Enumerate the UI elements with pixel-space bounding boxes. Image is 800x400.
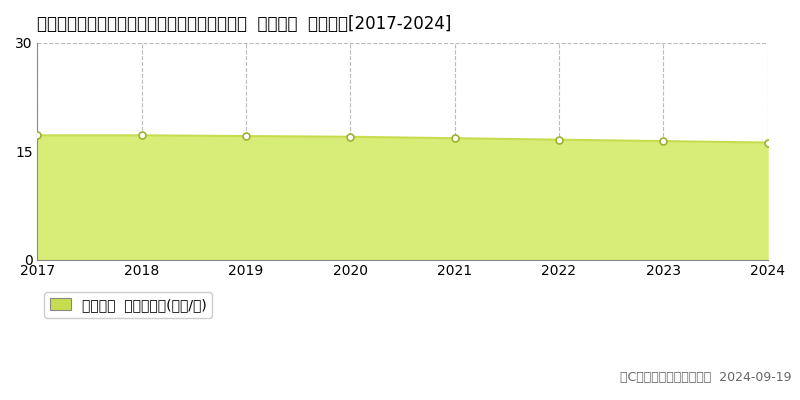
- Legend: 基準地価  平均坪単価(万円/坪): 基準地価 平均坪単価(万円/坪): [45, 292, 212, 318]
- Text: （C）土地価格ドットコム  2024-09-19: （C）土地価格ドットコム 2024-09-19: [621, 371, 792, 384]
- Text: 静岡県静岡市清水区草ヶ谷字足高２９９番７外  基準地価  地価推移[2017-2024]: 静岡県静岡市清水区草ヶ谷字足高２９９番７外 基準地価 地価推移[2017-202…: [38, 15, 452, 33]
